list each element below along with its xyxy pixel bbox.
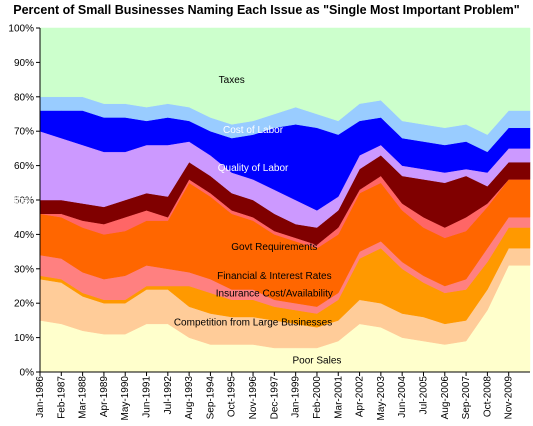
axes: 0% 10% 20% 30% 40% 50% 60% 70% 80% 90% 100% Jan-198… bbox=[8, 24, 530, 421]
y-tick-label: 70% bbox=[14, 127, 34, 138]
x-tick-label: Feb-1987 bbox=[56, 376, 67, 419]
y-tick-label: 100% bbox=[8, 24, 34, 35]
y-tick-label: 60% bbox=[14, 161, 34, 172]
x-tick-label: May-1990 bbox=[120, 376, 131, 421]
chart-title: Percent of Small Businesses Naming Each … bbox=[13, 3, 520, 17]
x-tick-label: May-2003 bbox=[376, 376, 387, 421]
y-tick-label: 40% bbox=[14, 230, 34, 241]
x-tick-label: Aug-1993 bbox=[184, 376, 195, 420]
y-tick-label: 10% bbox=[14, 333, 34, 344]
y-tick-label: 30% bbox=[14, 264, 34, 275]
layer-label-financial-interest-rates: Financial & Interest Rates bbox=[217, 271, 332, 282]
x-tick-label: Nov-1996 bbox=[248, 376, 259, 420]
x-tick-label: Feb-2000 bbox=[312, 376, 323, 419]
y-tick-label: 20% bbox=[14, 299, 34, 310]
x-tick-label: Oct-1995 bbox=[227, 376, 238, 418]
x-tick-label: Jan-1999 bbox=[291, 376, 302, 418]
layer-label-insurance-cost-availability: Insurance Cost/Availability bbox=[216, 288, 333, 299]
area-layer-10 bbox=[39, 27, 531, 135]
x-tick-label: Apr-2002 bbox=[355, 376, 366, 418]
x-tick-label: Mar-1988 bbox=[78, 376, 89, 419]
x-tick-label: Mar-2001 bbox=[333, 376, 344, 419]
layer-label-poor-sales: Poor Sales bbox=[292, 355, 341, 366]
y-tick-label: 90% bbox=[14, 58, 34, 69]
layer-label-govt-requirements: Govt Requirements bbox=[231, 242, 317, 253]
y-tick-label: 50% bbox=[14, 196, 34, 207]
layer-label-other: Other bbox=[6, 196, 32, 207]
layer-label-competition-from-large-businesses: Competition from Large Businesses bbox=[174, 318, 332, 329]
x-tick-label: Oct-2008 bbox=[482, 376, 493, 418]
x-tick-label: Aug-2006 bbox=[440, 376, 451, 420]
layer-label-taxes: Taxes bbox=[219, 75, 245, 86]
x-tick-label: Jun-1991 bbox=[142, 376, 153, 418]
layer-label-inflation: Inflation bbox=[1, 214, 36, 225]
x-tick-label: Sep-2007 bbox=[461, 376, 472, 420]
x-tick-label: Nov-2009 bbox=[504, 376, 515, 420]
y-tick-label: 0% bbox=[20, 368, 35, 379]
x-tick-label: Jun-2004 bbox=[397, 376, 408, 418]
y-tick-label: 80% bbox=[14, 92, 34, 103]
layer-label-cost-of-labor: Cost of Labor bbox=[223, 125, 284, 136]
x-tick-label: Jul-2005 bbox=[418, 376, 429, 415]
layer-labels: Taxes Cost of Labor Quality of Labor Other I… bbox=[1, 75, 341, 366]
x-tick-label: Jul-1992 bbox=[163, 376, 174, 415]
x-tick-label: Jan-1986 bbox=[35, 376, 46, 418]
x-tick-label: Apr-1989 bbox=[99, 376, 110, 418]
x-tick-label: Dec-1997 bbox=[269, 376, 280, 420]
x-tick-label: Sep-1994 bbox=[205, 376, 216, 420]
layer-label-quality-of-labor: Quality of Labor bbox=[218, 163, 289, 174]
area-layers bbox=[39, 27, 531, 373]
